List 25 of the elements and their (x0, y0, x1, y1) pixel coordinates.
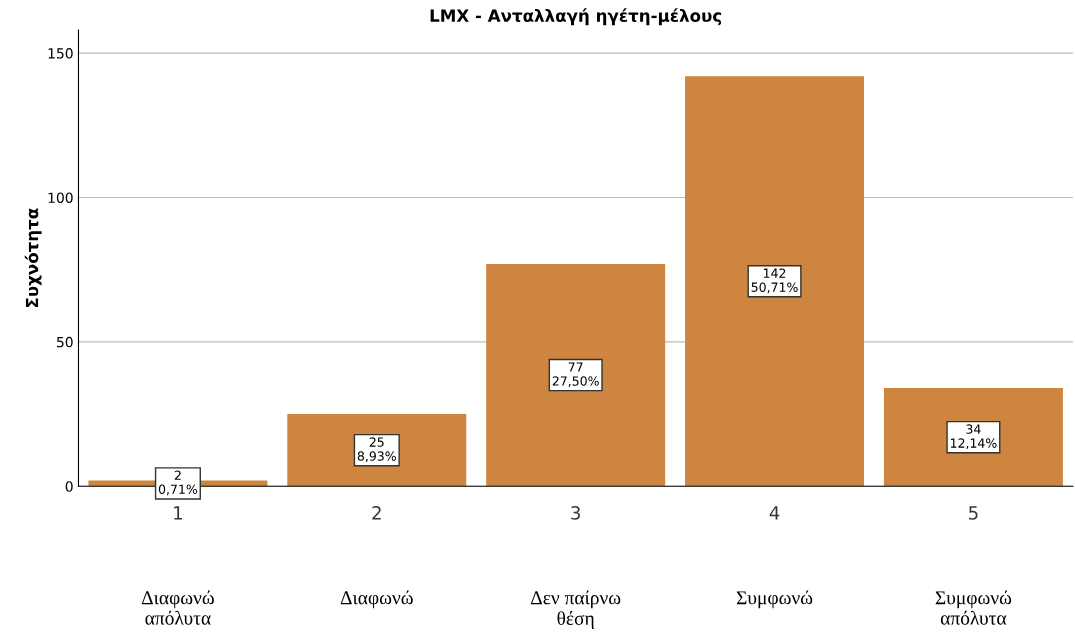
bar (287, 414, 467, 487)
y-tick-label: 50 (57, 336, 73, 348)
text: Διαφωνώ απόλυτα (141, 590, 214, 625)
y-axis-title: Συχνότητα (24, 208, 42, 308)
y-tick-label: 100 (48, 192, 73, 203)
chart-title: LMX - Ανταλλαγή ηγέτη-μέλους (430, 8, 722, 26)
bar (685, 76, 865, 487)
bar (883, 388, 1063, 487)
data-label: 2 0,71% (158, 470, 198, 496)
bar (486, 263, 666, 487)
text: Συμφωνώ (736, 590, 813, 609)
data-label: 142 50,71% (751, 268, 798, 294)
data-label: 77 27,50% (552, 362, 599, 388)
x-tick-label: 1 (174, 506, 182, 520)
x-tick-label: 5 (969, 506, 978, 520)
x-tick-label: 2 (372, 506, 381, 520)
x-tick-label: 4 (769, 506, 780, 520)
data-label: 25 8,93% (357, 437, 396, 463)
text: Δεν παίρνω θέση (530, 590, 621, 629)
text: Διαφωνώ (340, 590, 413, 609)
x-tick-label: 3 (571, 506, 580, 520)
y-tick-label: 0 (65, 481, 73, 492)
text: Συμφωνώ απόλυτα (935, 590, 1012, 625)
data-label: 34 12,14% (950, 424, 997, 450)
y-tick-label: 150 (48, 48, 73, 59)
